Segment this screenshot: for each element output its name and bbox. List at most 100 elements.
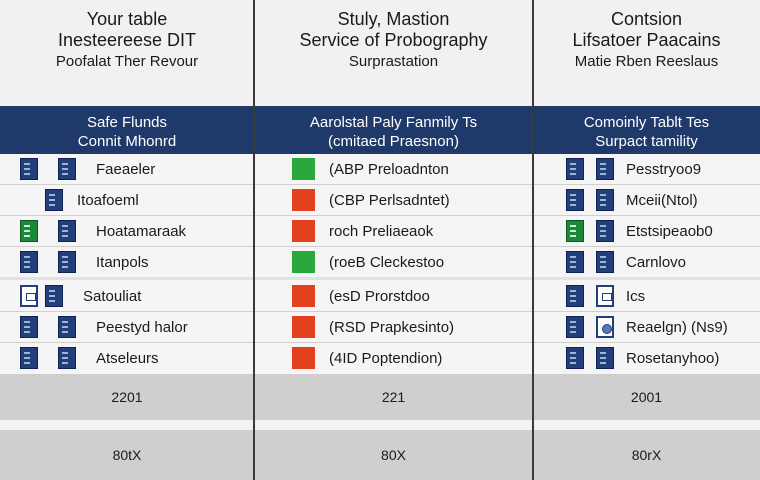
footer-summary: 80rX (533, 430, 760, 480)
row-divider (254, 184, 533, 185)
row-label: (roeB Cleckestoo (329, 253, 445, 271)
doc-icon (596, 158, 614, 180)
list-item[interactable]: roch Preliaeaok (254, 216, 533, 246)
row-divider (0, 215, 254, 216)
footer-total: 2201 (0, 374, 254, 420)
row-label: (RSD Prapkesinto) (329, 318, 455, 336)
header-subtitle: Lifsatoer Paacains (572, 30, 721, 50)
band-line-2: Connit Mhonrd (77, 133, 177, 150)
list-item[interactable]: (roeB Cleckestoo (254, 247, 533, 277)
doc-icon (566, 189, 584, 211)
list-item[interactable]: (CBP Perlsadntet) (254, 185, 533, 215)
row-label: Itoafoeml (77, 191, 139, 209)
band-line-1: Comoinly Tablt Tes (583, 114, 710, 131)
doc-icon (58, 347, 76, 369)
footer-summary: 80tX (0, 430, 254, 480)
row-divider (0, 246, 254, 247)
doc-icon (596, 220, 614, 242)
row-label: Reaelgn) (Ns9) (626, 318, 728, 336)
list-item[interactable]: Faeaeler (0, 154, 254, 184)
row-label: Rosetanyhoo) (626, 349, 720, 367)
list-item[interactable]: Itoafoeml (0, 185, 254, 215)
row-label: Carnlovo (626, 253, 687, 271)
list-item[interactable]: Hoatamaraak (0, 216, 254, 246)
doc-icon (20, 251, 38, 273)
list-item[interactable]: Reaelgn) (Ns9) (533, 312, 760, 342)
doc-icon (566, 347, 584, 369)
row-label: (CBP Perlsadntet) (329, 191, 450, 209)
row-list: Faeaeler Itoafoeml Hoatamaraak Itanpols (0, 154, 254, 374)
list-item[interactable]: Atseleurs (0, 343, 254, 373)
row-label: Itanpols (96, 253, 149, 271)
row-label: (4ID Poptendion) (329, 349, 443, 367)
footer-gap (533, 420, 760, 430)
header-subtitle: Service of Probography (299, 30, 488, 50)
status-square-red (292, 220, 315, 242)
row-divider (254, 311, 533, 312)
doc-icon (596, 251, 614, 273)
group-divider (254, 277, 533, 280)
list-item[interactable]: Pesstryoo9 (533, 154, 760, 184)
list-item[interactable]: (RSD Prapkesinto) (254, 312, 533, 342)
frame-icon (596, 285, 614, 307)
status-square-red (292, 316, 315, 338)
doc-icon (20, 220, 38, 242)
row-label: Peestyd halor (96, 318, 188, 336)
column-2: Stuly, Mastion Service of Probography Su… (254, 0, 533, 480)
band-line-1: Aarolstal Paly Fanmily Ts (309, 114, 478, 131)
column-divider (532, 0, 534, 480)
column-header: Contsion Lifsatoer Paacains Matie Rben R… (533, 0, 760, 106)
doc-icon (20, 158, 38, 180)
list-item[interactable]: Etstsipeaob0 (533, 216, 760, 246)
doc-icon (566, 251, 584, 273)
row-divider (533, 246, 760, 247)
row-label: Pesstryoo9 (626, 160, 702, 178)
doc-icon (58, 316, 76, 338)
list-item[interactable]: Carnlovo (533, 247, 760, 277)
footer-gap (254, 420, 533, 430)
list-item[interactable]: (4ID Poptendion) (254, 343, 533, 373)
doc-icon (566, 285, 584, 307)
header-caption: Matie Rben Reeslaus (574, 53, 719, 70)
header-caption: Surprastation (348, 53, 439, 70)
list-item[interactable]: Satouliat (0, 281, 254, 311)
status-square-red (292, 189, 315, 211)
list-item[interactable]: (esD Prorstdoo (254, 281, 533, 311)
row-divider (0, 342, 254, 343)
status-square-green (292, 158, 315, 180)
row-divider (254, 215, 533, 216)
list-item[interactable]: Peestyd halor (0, 312, 254, 342)
status-square-green (292, 251, 315, 273)
header-title: Stuly, Mastion (337, 9, 450, 29)
doc-icon (45, 189, 63, 211)
frame-icon (20, 285, 38, 307)
group-divider (0, 277, 254, 280)
header-subtitle: Inesteereese DIT (57, 30, 197, 50)
row-divider (533, 311, 760, 312)
row-label: Atseleurs (96, 349, 159, 367)
row-divider (533, 215, 760, 216)
list-item[interactable]: Mceii(Ntol) (533, 185, 760, 215)
row-label: (esD Prorstdoo (329, 287, 430, 305)
list-item[interactable]: (ABP Preloadnton (254, 154, 533, 184)
row-divider (254, 342, 533, 343)
row-label: Satouliat (83, 287, 142, 305)
row-label: Faeaeler (96, 160, 156, 178)
row-label: Etstsipeaob0 (626, 222, 713, 240)
footer-total: 221 (254, 374, 533, 420)
column-header: Stuly, Mastion Service of Probography Su… (254, 0, 533, 106)
band-line-2: (cmitaed Praesnon) (328, 133, 459, 150)
doc-icon (58, 220, 76, 242)
list-item[interactable]: Ics (533, 281, 760, 311)
doc-icon (566, 220, 584, 242)
frame-round-icon (596, 316, 614, 338)
row-label: (ABP Preloadnton (329, 160, 449, 178)
group-divider (533, 277, 760, 280)
list-item[interactable]: Rosetanyhoo) (533, 343, 760, 373)
row-label: Mceii(Ntol) (626, 191, 698, 209)
doc-icon (566, 158, 584, 180)
row-divider (533, 184, 760, 185)
row-label: Hoatamaraak (96, 222, 187, 240)
status-square-red (292, 285, 315, 307)
list-item[interactable]: Itanpols (0, 247, 254, 277)
